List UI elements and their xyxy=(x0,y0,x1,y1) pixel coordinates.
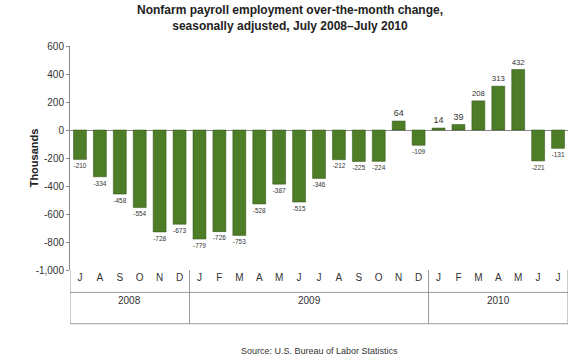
svg-text:200: 200 xyxy=(47,97,64,108)
svg-text:432: 432 xyxy=(512,58,525,67)
svg-text:Nonfarm payroll employment ove: Nonfarm payroll employment over-the-mont… xyxy=(137,3,443,33)
svg-text:-224: -224 xyxy=(372,164,385,171)
svg-text:O: O xyxy=(375,272,383,283)
svg-text:-225: -225 xyxy=(352,164,365,171)
svg-text:-726: -726 xyxy=(213,234,226,241)
svg-text:-387: -387 xyxy=(273,187,286,194)
svg-text:-334: -334 xyxy=(93,180,106,187)
svg-text:-1,000: -1,000 xyxy=(36,265,65,276)
svg-text:M: M xyxy=(514,272,522,283)
svg-text:14: 14 xyxy=(434,115,444,125)
svg-text:208: 208 xyxy=(472,89,485,98)
svg-text:-109: -109 xyxy=(412,148,425,155)
svg-text:-600: -600 xyxy=(44,209,64,220)
svg-text:-458: -458 xyxy=(113,197,126,204)
svg-text:S: S xyxy=(356,272,363,283)
svg-text:313: 313 xyxy=(492,74,505,83)
svg-text:A: A xyxy=(97,272,104,283)
svg-text:S: S xyxy=(116,272,123,283)
svg-text:-200: -200 xyxy=(44,153,64,164)
svg-text:-673: -673 xyxy=(173,227,186,234)
svg-text:-221: -221 xyxy=(532,164,545,171)
svg-text:-210: -210 xyxy=(73,162,86,169)
svg-text:O: O xyxy=(136,272,144,283)
svg-text:J: J xyxy=(297,272,302,283)
svg-text:64: 64 xyxy=(394,108,404,118)
svg-text:J: J xyxy=(536,272,541,283)
svg-text:-528: -528 xyxy=(253,207,266,214)
svg-text:-800: -800 xyxy=(44,237,64,248)
svg-text:-753: -753 xyxy=(233,238,246,245)
svg-text:-346: -346 xyxy=(313,181,326,188)
svg-text:400: 400 xyxy=(47,69,64,80)
svg-text:D: D xyxy=(415,272,422,283)
svg-text:F: F xyxy=(216,272,222,283)
svg-text:-400: -400 xyxy=(44,181,64,192)
svg-text:-515: -515 xyxy=(293,205,306,212)
svg-text:J: J xyxy=(77,272,82,283)
svg-text:2008: 2008 xyxy=(118,295,141,306)
svg-text:J: J xyxy=(436,272,441,283)
svg-text:-554: -554 xyxy=(133,210,146,217)
svg-text:600: 600 xyxy=(47,41,64,52)
svg-text:M: M xyxy=(474,272,482,283)
svg-text:J: J xyxy=(556,272,561,283)
svg-text:Source: U.S. Bureau of Labor S: Source: U.S. Bureau of Labor Statistics xyxy=(241,346,398,356)
svg-text:2009: 2009 xyxy=(298,295,321,306)
svg-text:N: N xyxy=(395,272,402,283)
svg-text:F: F xyxy=(455,272,461,283)
svg-text:Thousands: Thousands xyxy=(28,129,40,188)
svg-text:M: M xyxy=(235,272,243,283)
svg-text:A: A xyxy=(256,272,263,283)
svg-text:39: 39 xyxy=(453,112,463,122)
svg-text:A: A xyxy=(336,272,343,283)
svg-text:-212: -212 xyxy=(332,162,345,169)
svg-text:2010: 2010 xyxy=(487,295,510,306)
svg-text:J: J xyxy=(317,272,322,283)
svg-text:J: J xyxy=(197,272,202,283)
svg-text:0: 0 xyxy=(58,125,64,136)
svg-text:-131: -131 xyxy=(552,151,565,158)
svg-text:D: D xyxy=(176,272,183,283)
svg-text:-779: -779 xyxy=(193,242,206,249)
svg-text:N: N xyxy=(156,272,163,283)
svg-text:A: A xyxy=(495,272,502,283)
svg-text:M: M xyxy=(275,272,283,283)
svg-text:-728: -728 xyxy=(153,235,166,242)
